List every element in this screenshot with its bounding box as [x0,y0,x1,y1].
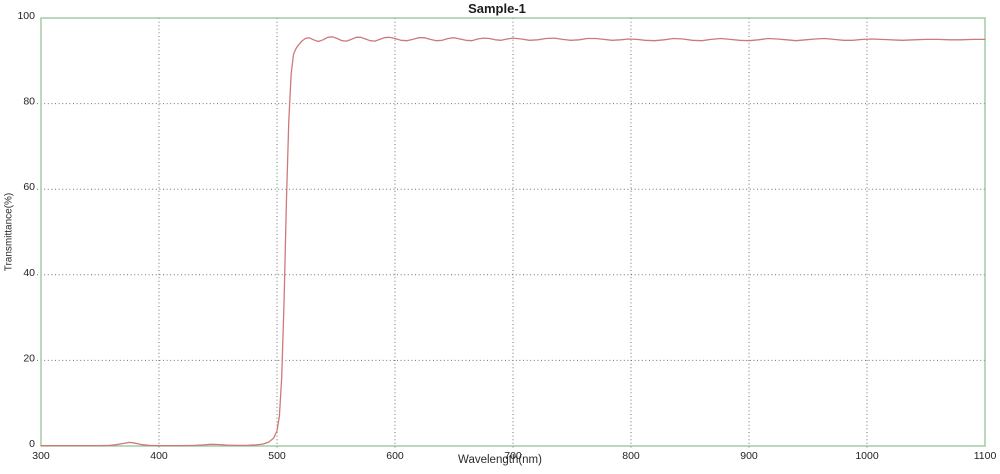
x-tick-label: 400 [150,450,168,462]
x-axis-label: Wavelength(nm) [458,454,542,466]
x-tick-label: 500 [268,450,286,462]
x-tick-label: 900 [740,450,758,462]
y-tick-label: 20 [23,352,35,364]
x-tick-label: 1000 [855,450,879,462]
transmittance-curve [40,36,986,447]
x-tick-label: 1100 [974,450,997,462]
y-tick-label: 0 [29,438,35,450]
y-tick-label: 80 [23,96,35,108]
chart-title: Sample-1 [468,1,526,16]
y-tick-label: 60 [23,181,35,193]
x-tick-label: 300 [32,450,50,462]
x-tick-label: 700 [504,450,522,462]
y-tick-label: 100 [17,10,35,22]
x-tick-label: 600 [386,450,404,462]
plot-border [40,17,986,447]
x-tick-label: 800 [622,450,640,462]
y-tick-label: 40 [23,267,35,279]
